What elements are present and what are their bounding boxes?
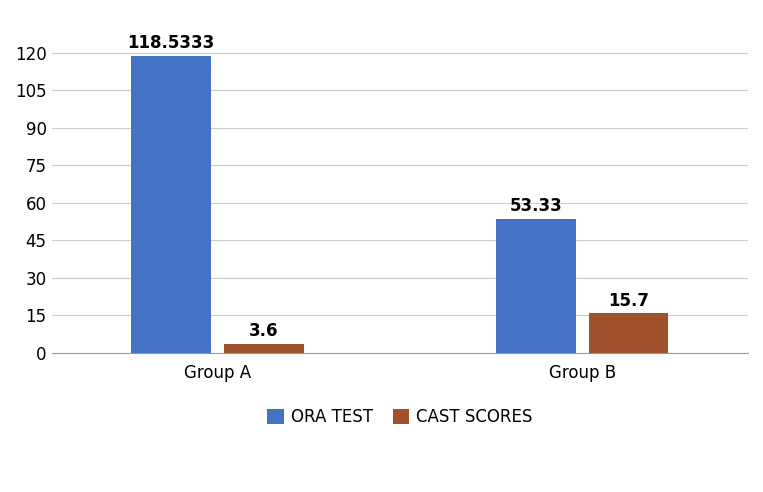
Text: 53.33: 53.33 (510, 197, 562, 215)
Text: 15.7: 15.7 (608, 292, 649, 309)
Text: 118.5333: 118.5333 (127, 34, 214, 53)
Bar (496, 219, 575, 352)
Legend: ORA TEST, CAST SCORES: ORA TEST, CAST SCORES (261, 401, 539, 432)
Bar (224, 343, 304, 352)
Text: 3.6: 3.6 (249, 322, 278, 340)
Bar (589, 313, 668, 352)
Bar (131, 56, 211, 352)
